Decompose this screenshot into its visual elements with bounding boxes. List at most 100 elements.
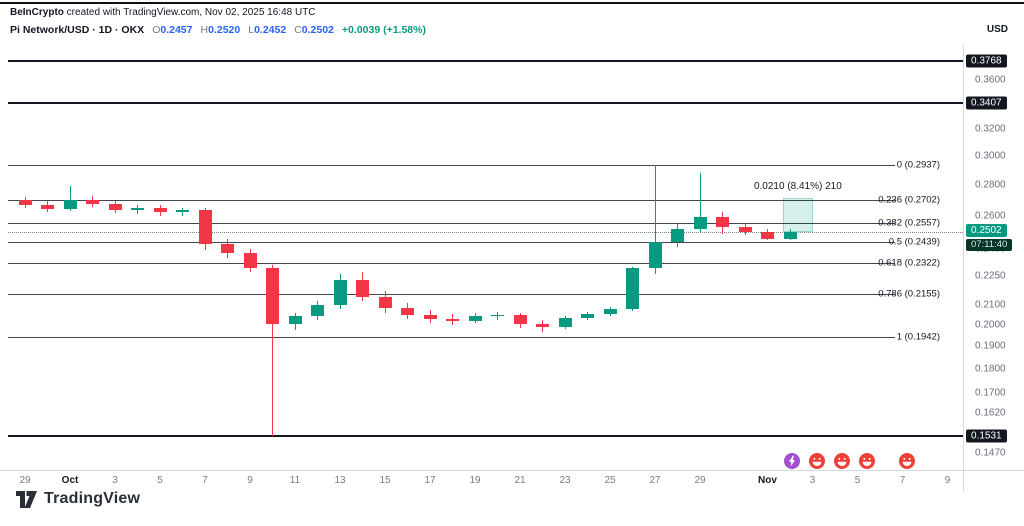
tradingview-logo[interactable]: TradingView [16, 490, 140, 508]
fib-level-line[interactable] [8, 242, 895, 244]
price-axis[interactable]: 0.36000.32000.30000.28000.26000.24000.22… [963, 0, 1024, 492]
price-range-measurement-label: 0.0210 (8.41%) 210 [753, 180, 842, 192]
candle[interactable] [243, 253, 257, 268]
low-value: 0.2452 [254, 24, 287, 36]
time-axis-border [0, 470, 1024, 471]
laugh-event-icon[interactable] [809, 453, 825, 469]
candle[interactable] [198, 210, 212, 244]
candle-wick [497, 311, 498, 320]
high-label: H [200, 24, 209, 36]
time-tick-label: Nov [758, 475, 777, 486]
candle[interactable] [18, 199, 32, 206]
time-tick-label: 21 [514, 475, 526, 486]
candle[interactable] [221, 243, 234, 254]
candle[interactable] [693, 217, 707, 229]
high-value: 0.2520 [208, 24, 241, 36]
fib-level-line[interactable] [8, 337, 895, 339]
time-axis[interactable]: 29 Oct 3 5 7 9 11 13 15 17 19 21 23 25 27 29 Nov 3 5 7 9 [0, 470, 963, 492]
candle[interactable] [761, 231, 774, 239]
candle[interactable] [581, 313, 594, 318]
laugh-event-icon[interactable] [858, 453, 875, 469]
fib-level-label: 0.786 (0.2155) [878, 288, 940, 300]
candle[interactable] [356, 279, 369, 297]
open-value: 0.2457 [160, 24, 193, 36]
time-tick-label: 17 [424, 475, 436, 486]
time-tick-label: 29 [19, 475, 31, 486]
candle[interactable] [671, 228, 684, 243]
candle[interactable] [63, 199, 77, 210]
candle[interactable] [783, 231, 797, 240]
fib-level-line[interactable] [8, 222, 895, 224]
candle[interactable] [131, 207, 144, 210]
fib-level-line[interactable] [8, 293, 895, 295]
candle[interactable] [446, 318, 459, 321]
symbol-title[interactable]: Pi Network/USD · 1D · OKX [10, 24, 145, 36]
candle[interactable] [401, 307, 414, 315]
tradingview-logo-icon [16, 490, 37, 508]
candle[interactable] [468, 315, 482, 321]
time-tick-label: 9 [247, 475, 253, 486]
fib-level-line[interactable] [8, 262, 895, 264]
candle[interactable] [513, 314, 527, 324]
price-tick-label: 0.2100 [975, 299, 1006, 311]
fib-level-label: 0.382 (0.2557) [878, 217, 940, 229]
candle[interactable] [288, 315, 302, 324]
candle[interactable] [311, 304, 324, 316]
candle[interactable] [41, 205, 54, 210]
candle-wick [272, 264, 273, 437]
price-tick-label: 0.1700 [975, 387, 1006, 399]
price-tick-label: 0.2000 [975, 319, 1006, 331]
chart-canvas[interactable] [8, 45, 963, 470]
price-range-measurement-box[interactable] [783, 197, 813, 232]
candle[interactable] [423, 314, 437, 319]
laugh-event-icon[interactable] [899, 453, 915, 469]
candle[interactable] [536, 323, 549, 327]
fib-level-label: 0.236 (0.2702) [878, 194, 940, 206]
price-change: +0.0039 (+1.58%) [341, 24, 426, 36]
laugh-event-icon[interactable] [833, 453, 850, 469]
time-tick-label: 9 [944, 475, 951, 486]
candle[interactable] [86, 199, 99, 204]
attribution-brand: BeInCrypto [10, 7, 64, 18]
lightning-event-icon[interactable] [784, 453, 801, 469]
candle[interactable] [108, 203, 122, 210]
candle[interactable] [626, 268, 639, 309]
candle[interactable] [738, 226, 752, 232]
price-tick-label: 0.2800 [975, 179, 1006, 191]
candle[interactable] [648, 242, 662, 269]
price-tick-label: 0.3000 [975, 150, 1006, 162]
close-label: C [294, 24, 302, 36]
horizontal-ray-line[interactable] [8, 435, 963, 438]
time-tick-label: 7 [202, 475, 208, 486]
price-tick-label: 0.1620 [975, 407, 1006, 419]
time-tick-label: 25 [604, 475, 616, 486]
candle[interactable] [266, 267, 279, 324]
last-price-badge: 0.2502 [966, 223, 1007, 237]
price-line-badge: 0.3768 [966, 54, 1007, 68]
candle[interactable] [333, 279, 347, 305]
candle[interactable] [378, 296, 392, 308]
fib-level-line[interactable] [8, 199, 895, 201]
candle[interactable] [603, 308, 617, 314]
horizontal-ray-line[interactable] [8, 59, 963, 62]
candle[interactable] [558, 317, 572, 327]
fib-level-line[interactable] [8, 164, 895, 166]
horizontal-ray-line[interactable] [8, 101, 963, 104]
candle[interactable] [153, 207, 167, 213]
price-line-badge: 0.1531 [966, 429, 1007, 443]
open-label: O [152, 24, 161, 36]
price-tick-label: 0.3600 [975, 74, 1006, 86]
tradingview-logo-text: TradingView [44, 490, 141, 507]
time-tick-label: 23 [559, 475, 571, 486]
candle[interactable] [176, 210, 189, 213]
candle-wick [699, 172, 701, 232]
candle[interactable] [716, 217, 729, 227]
close-value: 0.2502 [301, 24, 334, 36]
ohlc-low: L 0.2452 [248, 24, 286, 36]
top-border [0, 2, 1024, 4]
time-tick-label: 5 [157, 475, 163, 486]
candle-wick [69, 186, 71, 211]
current-price-line [8, 231, 963, 233]
ohlc-open: O 0.2457 [152, 24, 192, 36]
candle[interactable] [491, 314, 504, 316]
